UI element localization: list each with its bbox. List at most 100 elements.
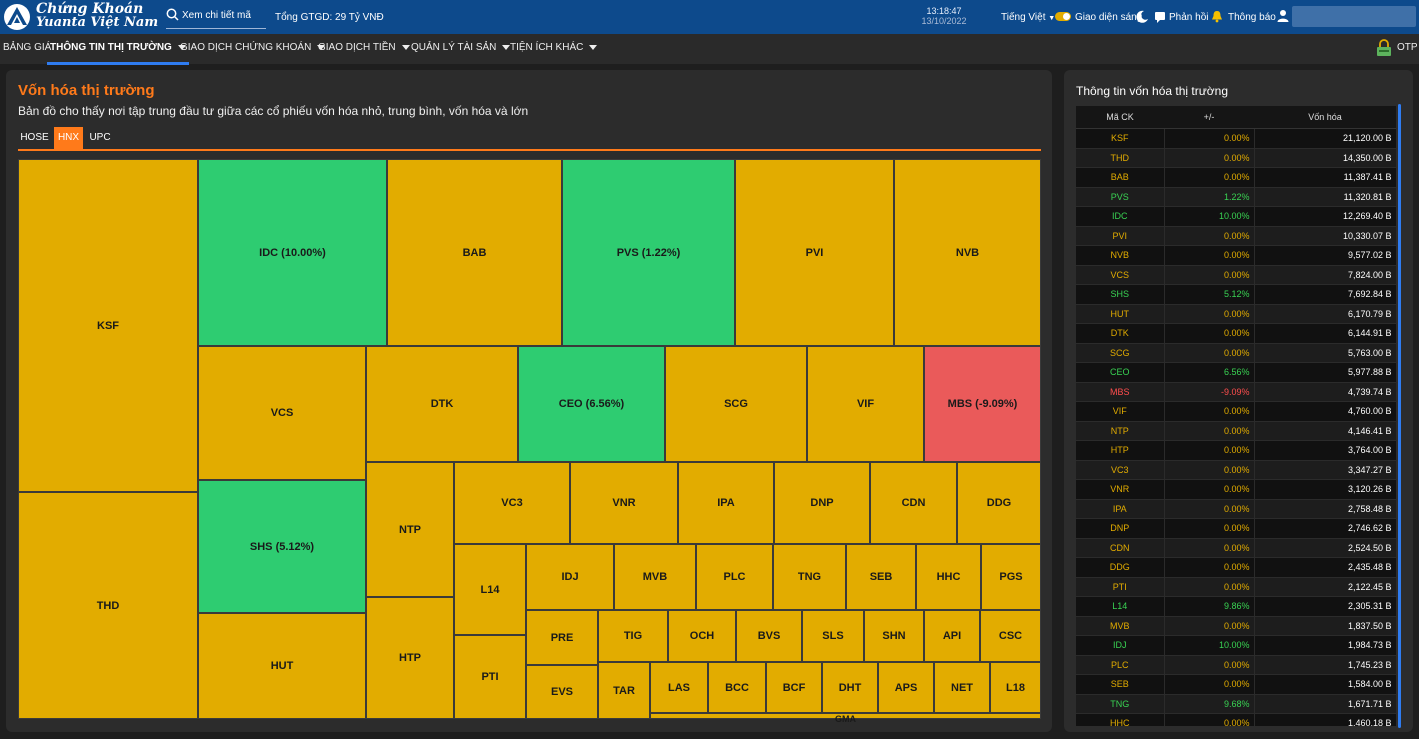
nav-cash-trading[interactable]: GIAO DỊCH TIỀN xyxy=(318,34,410,62)
table-row[interactable]: IDJ 10.00% 1,984.73 B xyxy=(1076,635,1396,656)
treemap-cell-shn[interactable]: SHN xyxy=(864,610,924,662)
treemap-cell-net[interactable]: NET xyxy=(934,662,990,713)
treemap-cell-shs[interactable]: SHS (5.12%) xyxy=(198,480,366,613)
table-row[interactable]: PVI 0.00% 10,330.07 B xyxy=(1076,226,1396,246)
table-row[interactable]: L14 9.86% 2,305.31 B xyxy=(1076,596,1396,617)
table-row[interactable]: VC3 0.00% 3,347.27 B xyxy=(1076,460,1396,480)
treemap-cell-pgs[interactable]: PGS xyxy=(981,544,1041,610)
treemap-cell-bcc[interactable]: BCC xyxy=(708,662,766,713)
nav-asset-management[interactable]: QUẢN LÝ TÀI SẢN xyxy=(411,34,511,62)
treemap-cell-vnr[interactable]: VNR xyxy=(570,462,678,544)
treemap-cell-mbs[interactable]: MBS (-9.09%) xyxy=(924,346,1041,462)
nav-market-info[interactable]: THÔNG TIN THỊ TRƯỜNG xyxy=(47,34,189,65)
treemap-cell-tng[interactable]: TNG xyxy=(773,544,846,610)
table-row[interactable]: DTK 0.00% 6,144.91 B xyxy=(1076,323,1396,344)
table-row[interactable]: HTP 0.00% 3,764.00 B xyxy=(1076,440,1396,461)
table-row[interactable]: SEB 0.00% 1,584.00 B xyxy=(1076,674,1396,695)
table-row[interactable]: NVB 0.00% 9,577.02 B xyxy=(1076,245,1396,266)
table-row[interactable]: MVB 0.00% 1,837.50 B xyxy=(1076,616,1396,636)
treemap-cell-och[interactable]: OCH xyxy=(668,610,736,662)
table-row[interactable]: SHS 5.12% 7,692.84 B xyxy=(1076,284,1396,305)
treemap-cell-bcf[interactable]: BCF xyxy=(766,662,822,713)
treemap-cell-hhc[interactable]: HHC xyxy=(916,544,981,610)
treemap-cell-nvb[interactable]: NVB xyxy=(894,159,1041,346)
table-row[interactable]: IDC 10.00% 12,269.40 B xyxy=(1076,206,1396,227)
logo-icon[interactable] xyxy=(4,4,30,30)
tab-hose[interactable]: HOSE xyxy=(20,132,49,143)
tab-hnx[interactable]: HNX xyxy=(54,127,83,149)
nav-price-board[interactable]: BẢNG GIÁ xyxy=(3,34,51,62)
account-field[interactable] xyxy=(1292,6,1416,27)
treemap-cell-idc[interactable]: IDC (10.00%) xyxy=(198,159,387,346)
table-scrollbar[interactable] xyxy=(1398,104,1401,728)
col-cap[interactable]: Vốn hóa xyxy=(1254,106,1396,129)
treemap-cell-pvs[interactable]: PVS (1.22%) xyxy=(562,159,735,346)
tab-upc[interactable]: UPC xyxy=(89,132,111,143)
treemap-cell-api[interactable]: API xyxy=(924,610,980,662)
treemap-cell-dnp[interactable]: DNP xyxy=(774,462,870,544)
col-change[interactable]: +/- xyxy=(1164,106,1254,129)
treemap-cell-dht[interactable]: DHT xyxy=(822,662,878,713)
table-row[interactable]: BAB 0.00% 11,387.41 B xyxy=(1076,167,1396,188)
treemap-cell-vcs[interactable]: VCS xyxy=(198,346,366,480)
treemap-cell-aps[interactable]: APS xyxy=(878,662,934,713)
table-row[interactable]: HHC 0.00% 1,460.18 B xyxy=(1076,713,1396,726)
table-row[interactable]: VCS 0.00% 7,824.00 B xyxy=(1076,265,1396,285)
treemap-cell-plc[interactable]: PLC xyxy=(696,544,773,610)
treemap-cell-ntp[interactable]: NTP xyxy=(366,462,454,597)
table-row[interactable]: MBS -9.09% 4,739.74 B xyxy=(1076,382,1396,402)
table-row[interactable]: VNR 0.00% 3,120.26 B xyxy=(1076,479,1396,500)
table-row[interactable]: CEO 6.56% 5,977.88 B xyxy=(1076,362,1396,383)
treemap-cell-dtk[interactable]: DTK xyxy=(366,346,518,462)
treemap-cell-tar[interactable]: TAR xyxy=(598,662,650,719)
table-row[interactable]: TNG 9.68% 1,671.71 B xyxy=(1076,694,1396,714)
treemap-cell-idj[interactable]: IDJ xyxy=(526,544,614,610)
treemap-cell-thd[interactable]: THD xyxy=(18,492,198,719)
treemap-cell-csc[interactable]: CSC xyxy=(980,610,1041,662)
treemap-cell-seb[interactable]: SEB xyxy=(846,544,916,610)
table-row[interactable]: PLC 0.00% 1,745.23 B xyxy=(1076,655,1396,675)
treemap-cell-hut[interactable]: HUT xyxy=(198,613,366,719)
treemap-cell-ipa[interactable]: IPA xyxy=(678,462,774,544)
notification-link[interactable]: Thông báo xyxy=(1228,12,1276,23)
feedback-link[interactable]: Phản hồi xyxy=(1169,12,1209,23)
col-symbol[interactable]: Mã CK xyxy=(1076,106,1164,129)
table-row[interactable]: DNP 0.00% 2,746.62 B xyxy=(1076,518,1396,539)
treemap-cell-sls[interactable]: SLS xyxy=(802,610,864,662)
table-row[interactable]: VIF 0.00% 4,760.00 B xyxy=(1076,401,1396,422)
table-row[interactable]: CDN 0.00% 2,524.50 B xyxy=(1076,538,1396,558)
treemap-cell-bvs[interactable]: BVS xyxy=(736,610,802,662)
treemap-cell-vif[interactable]: VIF xyxy=(807,346,924,462)
treemap-cell-pvi[interactable]: PVI xyxy=(735,159,894,346)
user-icon[interactable] xyxy=(1277,9,1289,22)
treemap-cell-htp[interactable]: HTP xyxy=(366,597,454,719)
otp-lock-icon[interactable] xyxy=(1376,39,1392,57)
treemap-cell-mvb[interactable]: MVB xyxy=(614,544,696,610)
treemap-cell-pre[interactable]: PRE xyxy=(526,610,598,665)
treemap-cell-tig[interactable]: TIG xyxy=(598,610,668,662)
table-row[interactable]: IPA 0.00% 2,758.48 B xyxy=(1076,499,1396,519)
treemap-cell-ksf[interactable]: KSF xyxy=(18,159,198,492)
bell-icon[interactable] xyxy=(1211,10,1223,23)
table-row[interactable]: DDG 0.00% 2,435.48 B xyxy=(1076,557,1396,578)
treemap-cell-cdn[interactable]: CDN xyxy=(870,462,957,544)
language-select[interactable]: Tiếng Việt ▼ xyxy=(1001,12,1055,23)
nav-securities-trading[interactable]: GIAO DỊCH CHỨNG KHOÁN xyxy=(180,34,326,62)
nav-utilities[interactable]: TIỆN ÍCH KHÁC xyxy=(510,34,598,62)
table-row[interactable]: NTP 0.00% 4,146.41 B xyxy=(1076,421,1396,441)
table-row[interactable]: SCG 0.00% 5,763.00 B xyxy=(1076,343,1396,363)
otp-label[interactable]: OTP xyxy=(1397,42,1418,53)
table-row[interactable]: PVS 1.22% 11,320.81 B xyxy=(1076,187,1396,207)
theme-toggle[interactable] xyxy=(1055,12,1071,21)
treemap-cell-gma[interactable]: GMA xyxy=(650,713,1041,724)
feedback-icon[interactable] xyxy=(1154,11,1166,23)
treemap-cell-l14[interactable]: L14 xyxy=(454,544,526,635)
treemap-cell-l18[interactable]: L18 xyxy=(990,662,1041,713)
search-input[interactable] xyxy=(182,6,264,24)
table-row[interactable]: HUT 0.00% 6,170.79 B xyxy=(1076,304,1396,324)
search-icon[interactable] xyxy=(166,8,179,21)
treemap-cell-ceo[interactable]: CEO (6.56%) xyxy=(518,346,665,462)
treemap-cell-las[interactable]: LAS xyxy=(650,662,708,713)
treemap-cell-ddg[interactable]: DDG xyxy=(957,462,1041,544)
treemap-cell-vc3[interactable]: VC3 xyxy=(454,462,570,544)
